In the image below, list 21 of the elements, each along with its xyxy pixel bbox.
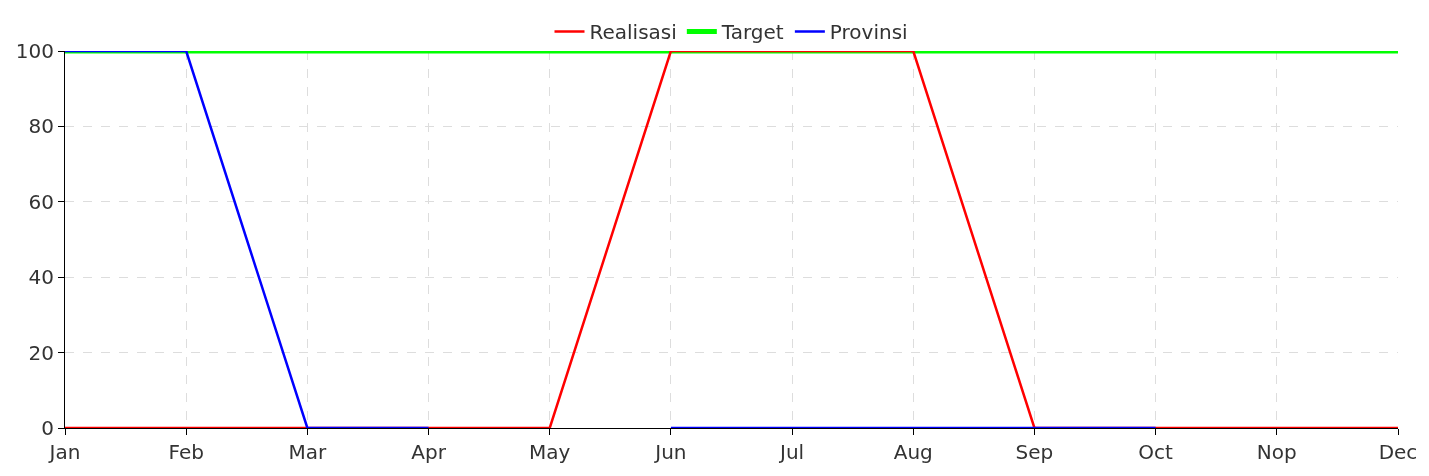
x-tick-label: Aug [893,440,933,464]
x-tick-label: Jun [653,440,687,464]
y-tick-label: 0 [41,416,54,440]
y-tick-label: 100 [15,39,54,63]
x-tick-label: Sep [1015,440,1054,464]
legend-label: Provinsi [829,20,908,45]
x-tick-label: Jul [778,440,805,464]
x-tick-label: Mar [288,440,327,464]
y-tick-label: 80 [28,114,54,139]
x-tick-label: Dec [1378,440,1418,464]
x-tick-label: Jan [47,440,81,464]
x-tick-label: Nop [1256,440,1297,464]
x-tick-label: Feb [168,440,204,464]
x-tick-label: Apr [411,440,447,464]
legend-label: Realisasi [589,20,677,45]
x-tick-label: Oct [1138,440,1174,464]
x-tick-label: May [529,440,571,464]
y-tick-label: 40 [28,265,54,290]
y-tick-label: 20 [28,340,54,365]
legend-label: Target [720,20,784,45]
y-tick-label: 60 [28,189,54,214]
